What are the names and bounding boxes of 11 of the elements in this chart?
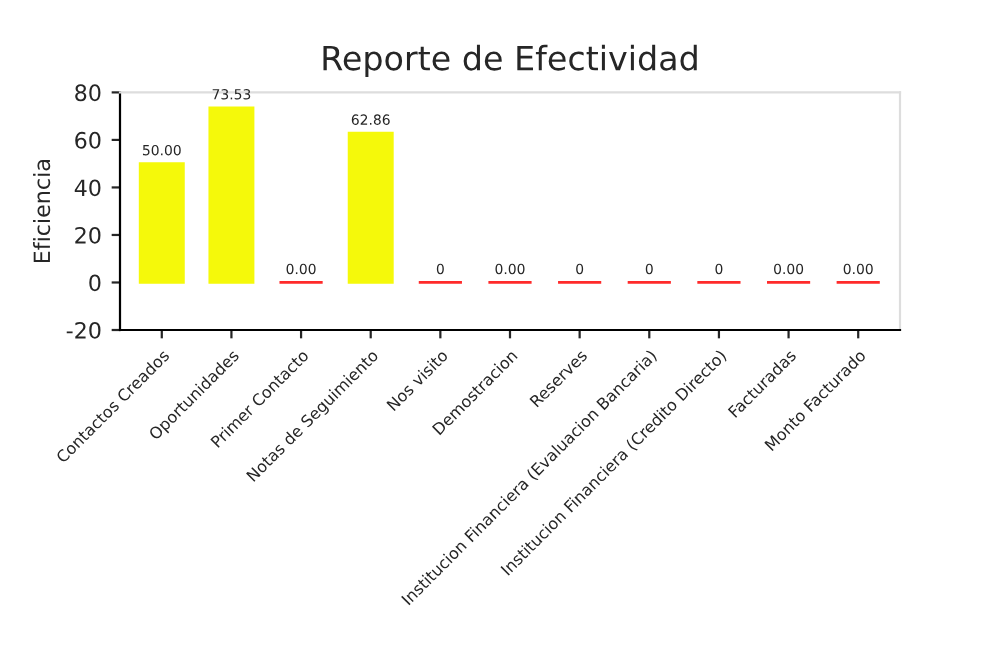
bar xyxy=(208,106,255,284)
bar xyxy=(347,131,394,284)
y-tick-label: 60 xyxy=(75,131,101,149)
y-tick-label: 0 xyxy=(89,274,101,292)
y-axis-title: Eficiencia xyxy=(33,160,51,263)
bar xyxy=(138,162,185,284)
y-tick-label: 20 xyxy=(75,226,101,244)
chart-title: Reporte de Efectividad xyxy=(323,44,697,78)
y-tick-label: 80 xyxy=(75,84,101,102)
y-tick-label: 40 xyxy=(74,179,101,197)
y-tick-label: -20 xyxy=(66,321,101,339)
